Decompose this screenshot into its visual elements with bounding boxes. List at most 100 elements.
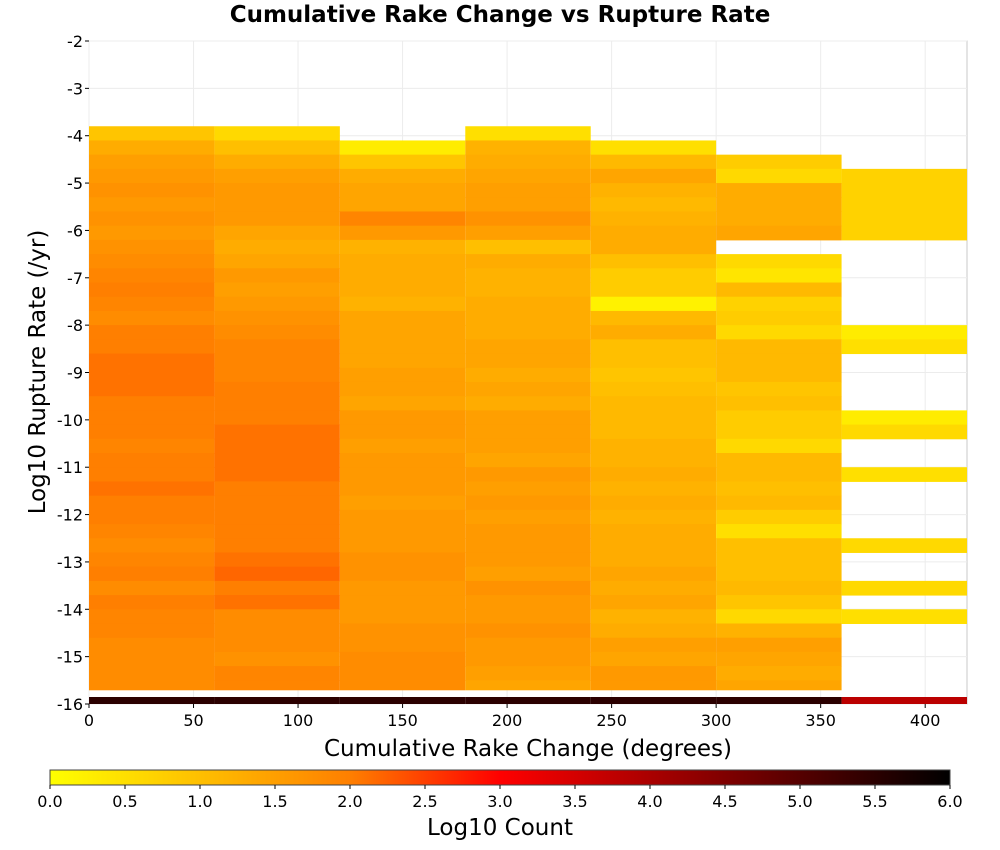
heatmap-cell: [214, 609, 340, 624]
heatmap-cell: [590, 524, 717, 539]
y-axis-ticks: -2 -3 -4 -5 -6 -7 -8 -9 -10 -11 -12 -13 -14 -15 -16: [57, 32, 89, 714]
heatmap-cell-bottom: [841, 697, 967, 704]
heatmap-cell: [214, 637, 340, 653]
colorbar-title: Log10 Count: [427, 815, 573, 841]
heatmap-cell: [214, 495, 340, 511]
y-tick-label: -14: [57, 600, 83, 619]
heatmap-cell: [716, 524, 842, 539]
heatmap-cell: [339, 225, 466, 241]
heatmap-cell: [214, 268, 340, 284]
heatmap-cell: [214, 254, 340, 269]
heatmap-cell: [590, 595, 717, 610]
heatmap-cell: [89, 609, 215, 624]
heatmap-cell: [590, 467, 717, 482]
heatmap-cell: [339, 666, 466, 681]
heatmap-cell: [339, 595, 466, 610]
heatmap-cell: [465, 595, 591, 610]
heatmap-cell: [465, 424, 591, 440]
heatmap-cell: [214, 438, 340, 454]
heatmap-cell: [590, 325, 717, 340]
heatmap-cell: [465, 467, 591, 482]
x-axis-ticks: 0 50 100 150 200 250 300 350 400: [84, 704, 940, 730]
y-tick-label: -4: [67, 127, 83, 146]
heatmap-cell-bottom: [465, 697, 591, 704]
heatmap-cell: [590, 140, 717, 156]
heatmap-cell-bottom: [590, 697, 717, 704]
heatmap-cell: [716, 538, 842, 553]
colorbar: [49, 769, 951, 786]
heatmap-cell: [716, 580, 842, 596]
heatmap-cell: [89, 651, 215, 667]
heatmap-cell: [716, 453, 842, 468]
heatmap-cell: [716, 680, 842, 691]
heatmap-cell: [89, 680, 215, 691]
heatmap-cell: [89, 183, 215, 198]
heatmap-cell: [89, 467, 215, 482]
heatmap-cell: [89, 310, 215, 326]
heatmap-cell: [716, 623, 842, 639]
heatmap-cell: [590, 538, 717, 553]
heatmap-cell: [214, 381, 340, 397]
heatmap-cell: [89, 580, 215, 596]
heatmap-cell: [465, 296, 591, 312]
x-tick-label: 50: [183, 711, 203, 730]
heatmap-cell: [214, 183, 340, 198]
heatmap-cell: [841, 467, 967, 482]
heatmap-cell: [841, 424, 967, 440]
heatmap-cell: [214, 552, 340, 568]
heatmap-cell: [716, 339, 842, 355]
y-tick-label: -5: [67, 174, 83, 193]
heatmap-cell: [89, 168, 215, 184]
y-tick-label: -12: [57, 506, 83, 525]
heatmap-cell: [339, 325, 466, 340]
colorbar-tick-label: 4.5: [712, 792, 737, 811]
heatmap-cell: [590, 651, 717, 667]
heatmap-cell: [716, 353, 842, 369]
heatmap-cell: [339, 381, 466, 397]
heatmap-cell: [716, 467, 842, 482]
heatmap-cell: [89, 353, 215, 369]
heatmap-cell: [590, 396, 717, 411]
heatmap-cell: [841, 410, 967, 426]
y-tick-label: -7: [67, 269, 83, 288]
heatmap-cell: [716, 381, 842, 397]
heatmap-cell: [214, 225, 340, 241]
heatmap-cell: [841, 197, 967, 212]
heatmap-cell: [716, 410, 842, 426]
heatmap-cell: [716, 282, 842, 298]
heatmap-cell: [716, 325, 842, 340]
heatmap-cell: [590, 410, 717, 426]
heatmap-cell: [89, 381, 215, 397]
heatmap-cell: [339, 154, 466, 170]
heatmap-cell: [214, 481, 340, 497]
heatmap-cell: [465, 453, 591, 468]
heatmap-cell: [590, 509, 717, 525]
y-axis-title: Log10 Rupture Rate (/yr): [25, 230, 51, 515]
heatmap-cell: [716, 566, 842, 582]
heatmap-cell: [590, 353, 717, 369]
x-tick-label: 150: [387, 711, 418, 730]
heatmap-cell: [590, 168, 717, 184]
heatmap-cell: [89, 197, 215, 212]
y-tick-label: -3: [67, 79, 83, 98]
colorbar-tick-label: 2.0: [337, 792, 362, 811]
x-tick-label: 250: [596, 711, 627, 730]
heatmap-cell: [716, 552, 842, 568]
heatmap-cell: [339, 197, 466, 212]
heatmap-cell: [716, 651, 842, 667]
heatmap-cell: [214, 211, 340, 227]
heatmap-cell: [214, 154, 340, 170]
heatmap-cell: [841, 225, 967, 241]
colorbar-tick-label: 5.0: [787, 792, 812, 811]
heatmap-cell: [89, 566, 215, 582]
heatmap-cell: [465, 566, 591, 582]
colorbar-tick-label: 3.5: [562, 792, 587, 811]
colorbar-ticks: 0.0 0.5 1.0 1.5 2.0 2.5 3.0 3.5 4.0 4.5 5.0 5.5 6.0: [37, 785, 963, 811]
heatmap-cell: [716, 609, 842, 624]
heatmap-cell: [89, 424, 215, 440]
heatmap-cell: [590, 296, 717, 312]
heatmap-cell: [339, 524, 466, 539]
heatmap-cell: [716, 154, 842, 170]
heatmap-cell: [89, 453, 215, 468]
y-tick-label: -13: [57, 553, 83, 572]
